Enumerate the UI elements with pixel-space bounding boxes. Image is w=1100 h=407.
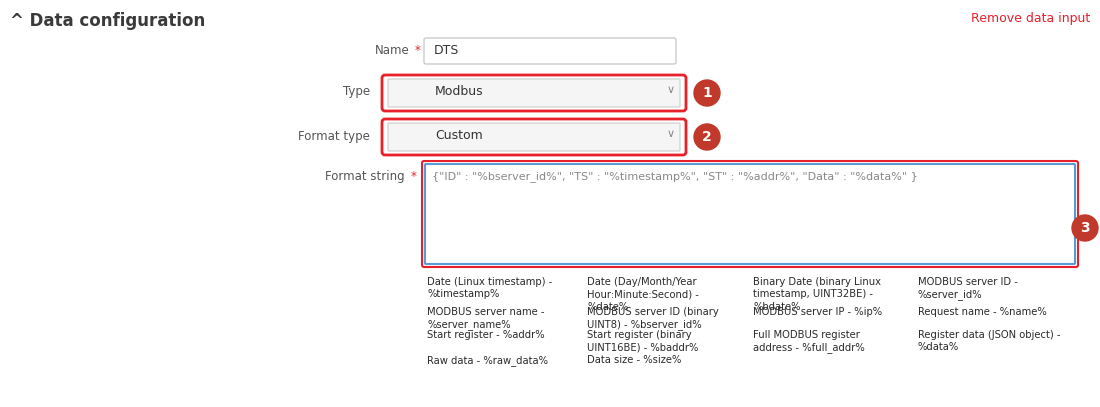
- Text: ∨: ∨: [667, 85, 675, 95]
- Text: Name: Name: [375, 44, 410, 57]
- FancyBboxPatch shape: [388, 123, 680, 151]
- Text: *: *: [411, 170, 417, 183]
- Text: Data size - %size%: Data size - %size%: [587, 355, 681, 365]
- Text: Binary Date (binary Linux
timestamp, UINT32BE) -
%bdate%: Binary Date (binary Linux timestamp, UIN…: [754, 277, 881, 312]
- Text: MODBUS server ID -
%server_id%: MODBUS server ID - %server_id%: [918, 277, 1018, 300]
- Text: Format string: Format string: [326, 170, 405, 183]
- Text: MODBUS server name -
%server_name%: MODBUS server name - %server_name%: [427, 307, 544, 330]
- Text: *: *: [415, 44, 421, 57]
- Text: DTS: DTS: [434, 44, 460, 57]
- FancyBboxPatch shape: [388, 79, 680, 107]
- Text: Type: Type: [343, 85, 370, 98]
- Text: Date (Day/Month/Year
Hour:Minute:Second) -
%date%: Date (Day/Month/Year Hour:Minute:Second)…: [587, 277, 698, 312]
- Text: MODBUS server ID (binary
UINT8) - %bserver_id%: MODBUS server ID (binary UINT8) - %bserv…: [587, 307, 718, 330]
- Text: Date (Linux timestamp) -
%timestamp%: Date (Linux timestamp) - %timestamp%: [427, 277, 552, 300]
- Text: 3: 3: [1080, 221, 1090, 235]
- Text: 2: 2: [702, 130, 712, 144]
- Text: {"ID" : "%bserver_id%", "TS" : "%timestamp%", "ST" : "%addr%", "Data" : "%data%": {"ID" : "%bserver_id%", "TS" : "%timesta…: [432, 171, 917, 182]
- Text: 1: 1: [702, 86, 712, 100]
- FancyBboxPatch shape: [382, 75, 686, 111]
- FancyBboxPatch shape: [424, 38, 676, 64]
- Circle shape: [1072, 215, 1098, 241]
- Text: Register data (JSON object) -
%data%: Register data (JSON object) - %data%: [918, 330, 1060, 352]
- FancyBboxPatch shape: [382, 119, 686, 155]
- Circle shape: [694, 80, 720, 106]
- Text: Full MODBUS register
address - %full_addr%: Full MODBUS register address - %full_add…: [754, 330, 865, 353]
- FancyBboxPatch shape: [422, 161, 1078, 267]
- Text: Request name - %name%: Request name - %name%: [918, 307, 1047, 317]
- Circle shape: [694, 124, 720, 150]
- Text: Start register - %addr%: Start register - %addr%: [427, 330, 544, 340]
- Text: Modbus: Modbus: [434, 85, 484, 98]
- FancyBboxPatch shape: [425, 164, 1075, 264]
- Text: ^ Data configuration: ^ Data configuration: [10, 12, 206, 30]
- Text: ∨: ∨: [667, 129, 675, 139]
- Text: MODBUS server IP - %ip%: MODBUS server IP - %ip%: [754, 307, 882, 317]
- Text: Format type: Format type: [298, 130, 370, 143]
- Text: Start register (binary
UINT16BE) - %baddr%: Start register (binary UINT16BE) - %badd…: [587, 330, 698, 352]
- Text: Custom: Custom: [434, 129, 483, 142]
- Text: Remove data input: Remove data input: [970, 12, 1090, 25]
- Text: Raw data - %raw_data%: Raw data - %raw_data%: [427, 355, 548, 366]
